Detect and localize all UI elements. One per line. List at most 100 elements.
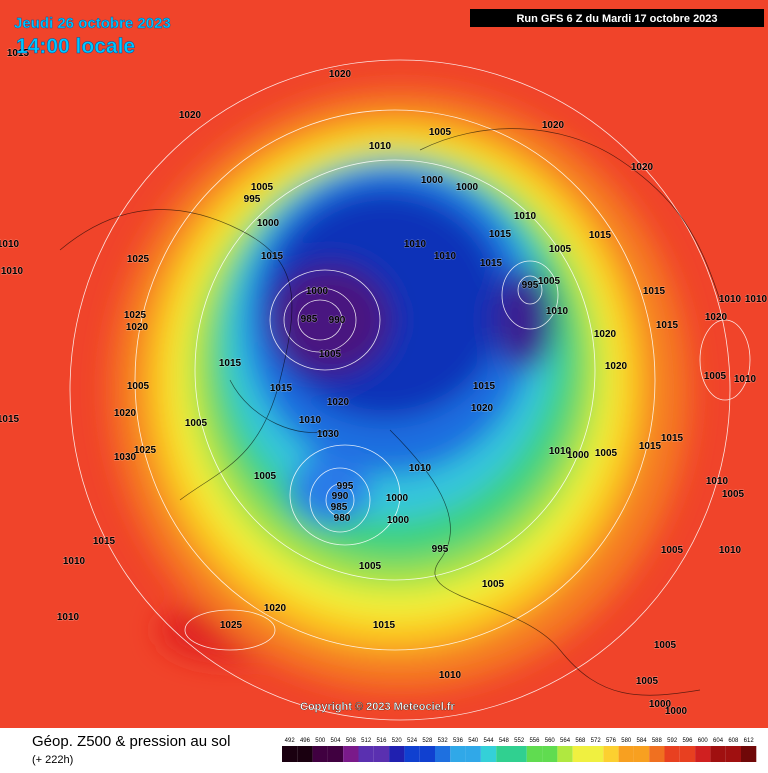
isobar-labels: 1015 1020 1020 1005 1010 1020 1020 1005 1000 1000… (0, 48, 768, 718)
legend-swatch (511, 746, 527, 762)
isobar-label: 1025 (220, 620, 243, 631)
isobar-label: 1020 (594, 329, 617, 340)
legend-label: 496 (300, 738, 311, 744)
isobar-label: 1020 (471, 403, 494, 414)
legend-swatch (282, 746, 298, 762)
isobar-label: 1000 (257, 218, 280, 229)
isobar-label: 995 (337, 481, 354, 492)
legend-label: 552 (514, 738, 525, 744)
copyright: Copyright © 2023 Meteociel.fr (300, 701, 456, 713)
legend-swatch (725, 746, 741, 762)
isobar-label: 1005 (636, 676, 659, 687)
isobar-label: 1010 (434, 251, 457, 262)
isobar-label: 1025 (134, 445, 157, 456)
legend-label: 560 (545, 738, 556, 744)
isobar-label: 1020 (705, 312, 728, 323)
legend-swatch (741, 746, 757, 762)
legend-swatch (358, 746, 374, 762)
isobar-label: 1010 (706, 476, 729, 487)
isobar-label: 1020 (179, 110, 202, 121)
isobar-label: 1030 (114, 452, 137, 463)
isobar-label: 1015 (589, 230, 612, 241)
isobar-label: 1000 (567, 450, 590, 461)
legend-label: 500 (315, 738, 326, 744)
isobar-label: 1010 (404, 239, 427, 250)
legend-label: 608 (728, 738, 739, 744)
legend-label: 564 (560, 738, 571, 744)
legend-swatch (373, 746, 390, 762)
isobar-label: 1015 (261, 251, 284, 262)
isobar-label: 1010 (719, 545, 742, 556)
isobar-label: 1000 (386, 493, 409, 504)
isobar-label: 1015 (373, 620, 396, 631)
isobar-label: 1020 (327, 397, 350, 408)
isobar-label: 1020 (329, 69, 352, 80)
legend-swatch (297, 746, 313, 762)
legend-swatch (327, 746, 344, 762)
legend-swatch (450, 746, 466, 762)
isobar-label: 1005 (661, 545, 684, 556)
isobar-label: 1020 (605, 361, 628, 372)
isobar-label: 1025 (127, 254, 150, 265)
legend-label: 576 (606, 738, 617, 744)
isobar-label: 1030 (317, 429, 340, 440)
legend-label: 604 (713, 738, 724, 744)
legend-label: 612 (744, 738, 755, 744)
isobar-label: 1010 (0, 239, 20, 250)
legend-swatch (404, 746, 420, 762)
footer-title: Géop. Z500 & pression au sol (32, 733, 230, 750)
run-banner (470, 9, 764, 27)
isobar-label: 1005 (429, 127, 452, 138)
isobar-label: 1025 (124, 310, 147, 321)
legend-label: 516 (376, 738, 387, 744)
legend-label: 596 (682, 738, 693, 744)
isobar-label: 1020 (126, 322, 149, 333)
footer-lead: (+ 222h) (32, 754, 73, 766)
legend-label: 512 (361, 738, 372, 744)
isobar-label: 1015 (270, 383, 293, 394)
legend-label: 600 (698, 738, 709, 744)
isobar-label: 985 (331, 502, 348, 513)
isobar-label: 1015 (639, 441, 662, 452)
legend-label: 544 (484, 738, 495, 744)
legend-label: 580 (621, 738, 632, 744)
isobar-label: 995 (432, 544, 449, 555)
legend-label: 584 (637, 738, 648, 744)
legend-swatch (664, 746, 680, 762)
legend-swatch (649, 746, 665, 762)
isobar-label: 1015 (7, 48, 30, 59)
legend-swatch (465, 746, 481, 762)
legend-label: 556 (529, 738, 540, 744)
isobar-label: 1005 (654, 640, 677, 651)
isobar-label: 1005 (254, 471, 277, 482)
legend-label: 548 (499, 738, 510, 744)
legend-swatch (618, 746, 634, 762)
isobar-label: 1010 (549, 446, 572, 457)
isobar-label: 1010 (1, 266, 24, 277)
legend-label: 592 (667, 738, 678, 744)
legend-swatch (496, 746, 512, 762)
legend-swatch (343, 746, 359, 762)
isobar-label: 1020 (542, 120, 565, 131)
legend-swatch (572, 746, 588, 762)
legend: 492 496 500 504 508 512 516 520 524 528 532 536 540 5… (282, 738, 757, 762)
isobar-label: 995 (522, 280, 539, 291)
isobar-label: 1015 (661, 433, 684, 444)
isobar-label: 985 (301, 314, 318, 325)
isobar-label: 1010 (745, 294, 768, 305)
legend-swatch (695, 746, 711, 762)
isobar-label: 1010 (299, 415, 322, 426)
legend-swatch (588, 746, 604, 762)
date: Jeudi 26 octobre 2023 (14, 15, 171, 32)
legend-label: 524 (407, 738, 418, 744)
isobar-label: 1015 (0, 414, 20, 425)
isobar-label: 1000 (306, 286, 329, 297)
isobar-label: 1005 (722, 489, 745, 500)
time: 14:00 locale (16, 35, 135, 58)
legend-swatch (312, 746, 328, 762)
map-field (0, 0, 768, 728)
legend-swatch (633, 746, 650, 762)
isobar-label: 1000 (649, 699, 672, 710)
isobar-label: 1015 (656, 320, 679, 331)
